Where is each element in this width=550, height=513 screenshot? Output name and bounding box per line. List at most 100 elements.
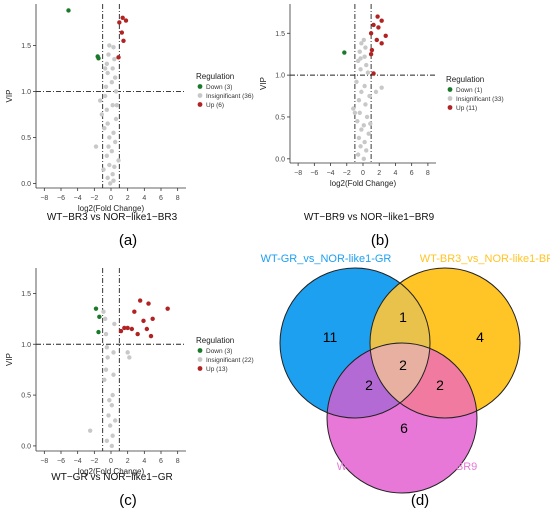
data-point-insignificant [373, 89, 379, 95]
legend-title: Regulation [196, 72, 234, 81]
data-point-insignificant [105, 175, 110, 181]
data-point-insignificant [104, 345, 110, 350]
x-tick-label: 6 [159, 458, 163, 465]
x-tick-label: −8 [40, 458, 48, 465]
x-tick-label: 4 [393, 170, 397, 177]
x-axis-label: log2(Fold Change) [78, 204, 145, 213]
data-point-insignificant [355, 152, 361, 157]
panel-label-d: (d) [411, 492, 429, 509]
x-tick-label: 0 [109, 458, 113, 465]
x-tick-label: −8 [294, 170, 302, 177]
data-point-insignificant [364, 114, 370, 120]
venn-region-br3-br9 [370, 343, 477, 418]
x-tick-label: 4 [142, 195, 146, 202]
x-tick-label: 8 [426, 170, 430, 177]
scatter-plot-b: −8 −6 −4 −2 0 2 4 6 8 0.0 0.5 1.0 1.5 log2(Fold Chang… [259, 4, 504, 223]
data-point-insignificant [365, 70, 371, 75]
data-point-insignificant [107, 181, 113, 186]
data-point-insignificant [361, 37, 367, 43]
y-tick-label: 0.0 [21, 181, 31, 188]
x-tick-label: 2 [377, 170, 381, 177]
data-point-insignificant [109, 149, 115, 154]
legend-entry-up: Up (6) [206, 102, 224, 109]
data-point-up [132, 309, 137, 314]
y-tick-label: 0.5 [275, 114, 285, 121]
data-point-up [121, 38, 126, 43]
data-point-insignificant [111, 372, 116, 377]
data-point-insignificant [105, 70, 110, 76]
data-point-up [119, 30, 125, 35]
data-point-up [120, 15, 125, 20]
legend-entry-down: Down (1) [456, 87, 482, 94]
data-point-insignificant [112, 418, 118, 423]
data-point-insignificant [355, 118, 360, 124]
data-point-up [123, 18, 129, 23]
venn-count-all: 2 [399, 357, 407, 373]
data-point-insignificant [352, 110, 358, 115]
data-point-insignificant [104, 107, 110, 113]
y-tick-label: 1.5 [21, 291, 31, 298]
data-point-insignificant [103, 84, 109, 90]
data-point-insignificant [102, 316, 108, 322]
data-point-up [371, 22, 376, 28]
legend-swatch-insignificant [197, 93, 203, 98]
x-axis-label: log2(Fold Change) [78, 467, 145, 476]
data-point-insignificant [116, 158, 121, 163]
data-point-up [375, 14, 380, 19]
legend-swatch-up [197, 366, 203, 371]
data-point-insignificant [366, 131, 371, 136]
data-point-insignificant [111, 350, 116, 355]
data-point-insignificant [105, 121, 110, 126]
x-tick-label: −4 [74, 458, 82, 465]
data-point-up [137, 298, 143, 303]
y-tick-label: 1.5 [21, 43, 31, 50]
x-tick-label: −8 [40, 195, 48, 202]
data-point-up [118, 328, 124, 334]
legend-swatch-down [447, 87, 453, 92]
data-point-down [93, 306, 99, 311]
y-axis-label: VIP [5, 353, 14, 366]
x-tick-label: −4 [327, 170, 335, 177]
venn-count-br9-only: 6 [400, 420, 408, 436]
data-point-insignificant [107, 162, 112, 168]
x-tick-label: 4 [142, 458, 146, 465]
legend-swatch-up [197, 102, 203, 107]
legend-swatch-down [197, 84, 203, 89]
data-point-down [342, 50, 347, 55]
data-point-insignificant [107, 43, 112, 48]
scatter-plot-c: −8 −6 −4 −2 0 2 4 6 8 0.0 0.5 1.0 1.5 log2(Fold Chang… [5, 268, 254, 483]
data-point-insignificant [110, 392, 115, 398]
data-point-insignificant [358, 144, 363, 149]
data-point-up [374, 37, 379, 43]
data-point-up [150, 316, 155, 322]
data-point-insignificant [359, 127, 364, 132]
data-point-insignificant [356, 135, 362, 141]
legend-swatch-up [447, 105, 453, 110]
data-point-insignificant [359, 41, 364, 46]
data-point-insignificant [110, 103, 115, 108]
data-point-insignificant [364, 148, 369, 153]
data-point-insignificant [356, 98, 362, 103]
data-point-insignificant [364, 62, 369, 68]
x-tick-label: −2 [90, 458, 98, 465]
data-point-insignificant [357, 49, 362, 54]
venn-diagram: WT-GR_vs_NOR-like1-GR WT-BR3_vs_NOR-like… [261, 253, 550, 494]
data-point-insignificant [109, 403, 115, 408]
x-tick-label: 6 [159, 195, 163, 202]
chart-title: WT−GR vs NOR−like1−GR [51, 472, 172, 483]
data-point-insignificant [93, 144, 99, 149]
data-point-insignificant [111, 45, 116, 50]
data-point-up [148, 333, 154, 339]
data-point-insignificant [101, 309, 106, 314]
x-tick-label: 2 [126, 458, 130, 465]
legend-swatch-insignificant [447, 96, 453, 101]
data-point-up [383, 33, 388, 38]
data-point-insignificant [112, 164, 117, 170]
data-point-insignificant [109, 80, 115, 85]
y-tick-label: 0.0 [275, 156, 285, 163]
venn-outline-gr [279, 267, 431, 419]
data-point-up [135, 331, 140, 337]
data-point-insignificant [104, 438, 110, 444]
data-point-insignificant [107, 397, 112, 403]
